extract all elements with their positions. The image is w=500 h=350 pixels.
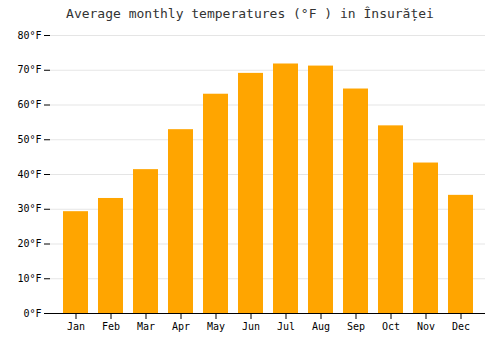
- svg-text:Apr: Apr: [172, 321, 190, 332]
- svg-text:30°F: 30°F: [17, 203, 41, 214]
- svg-text:Sep: Sep: [347, 321, 365, 332]
- svg-text:80°F: 80°F: [17, 30, 41, 41]
- svg-text:Dec: Dec: [452, 321, 470, 332]
- html-text:Average monthly temperatures (: Average monthly temperatures (°F ) in În…: [66, 6, 434, 21]
- svg-text:50°F: 50°F: [17, 134, 41, 145]
- svg-text:Nov: Nov: [417, 321, 435, 332]
- svg-text:Aug: Aug: [312, 321, 330, 332]
- svg-text:20°F: 20°F: [17, 238, 41, 249]
- svg-text:40°F: 40°F: [17, 169, 41, 180]
- svg-text:Jul: Jul: [277, 321, 295, 332]
- svg-text:70°F: 70°F: [17, 64, 41, 75]
- svg-text:May: May: [207, 321, 225, 332]
- svg-text:60°F: 60°F: [17, 99, 41, 110]
- svg-text:Jan: Jan: [67, 321, 85, 332]
- svg-text:0°F: 0°F: [23, 308, 41, 319]
- svg-text:Oct: Oct: [382, 321, 400, 332]
- svg-text:Mar: Mar: [137, 321, 155, 332]
- svg-text:Jun: Jun: [242, 321, 260, 332]
- svg-text:Feb: Feb: [102, 321, 120, 332]
- svg-text:10°F: 10°F: [17, 273, 41, 284]
